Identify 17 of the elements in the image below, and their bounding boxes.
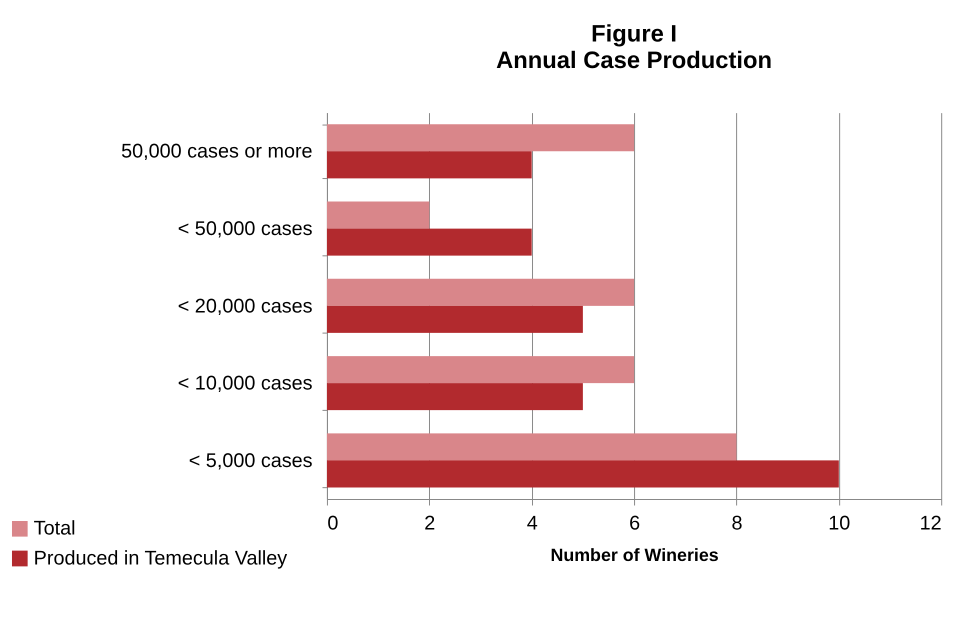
chart-subtitle: Annual Case Production (496, 47, 772, 74)
x-tick-label: 4 (526, 512, 538, 534)
legend-label: Total (34, 518, 76, 540)
y-tick-label: < 10,000 cases (178, 372, 313, 395)
y-tick-label: < 20,000 cases (178, 295, 313, 318)
y-tick-label: 50,000 cases or more (121, 140, 313, 163)
x-tick-label: 8 (731, 512, 742, 534)
x-axis-title: Number of Wineries (550, 544, 719, 565)
chart-title: Figure I (591, 20, 677, 48)
x-tick-label: 12 (920, 512, 942, 534)
x-tick-label: 6 (629, 512, 640, 534)
x-tick-label: 10 (828, 512, 850, 534)
legend-label: Produced in Temecula Valley (34, 547, 288, 570)
x-tick-label: 0 (327, 512, 338, 534)
x-tick-label: 2 (424, 512, 436, 534)
y-tick-label: < 5,000 cases (188, 450, 313, 472)
y-tick-label: < 50,000 cases (178, 218, 313, 240)
